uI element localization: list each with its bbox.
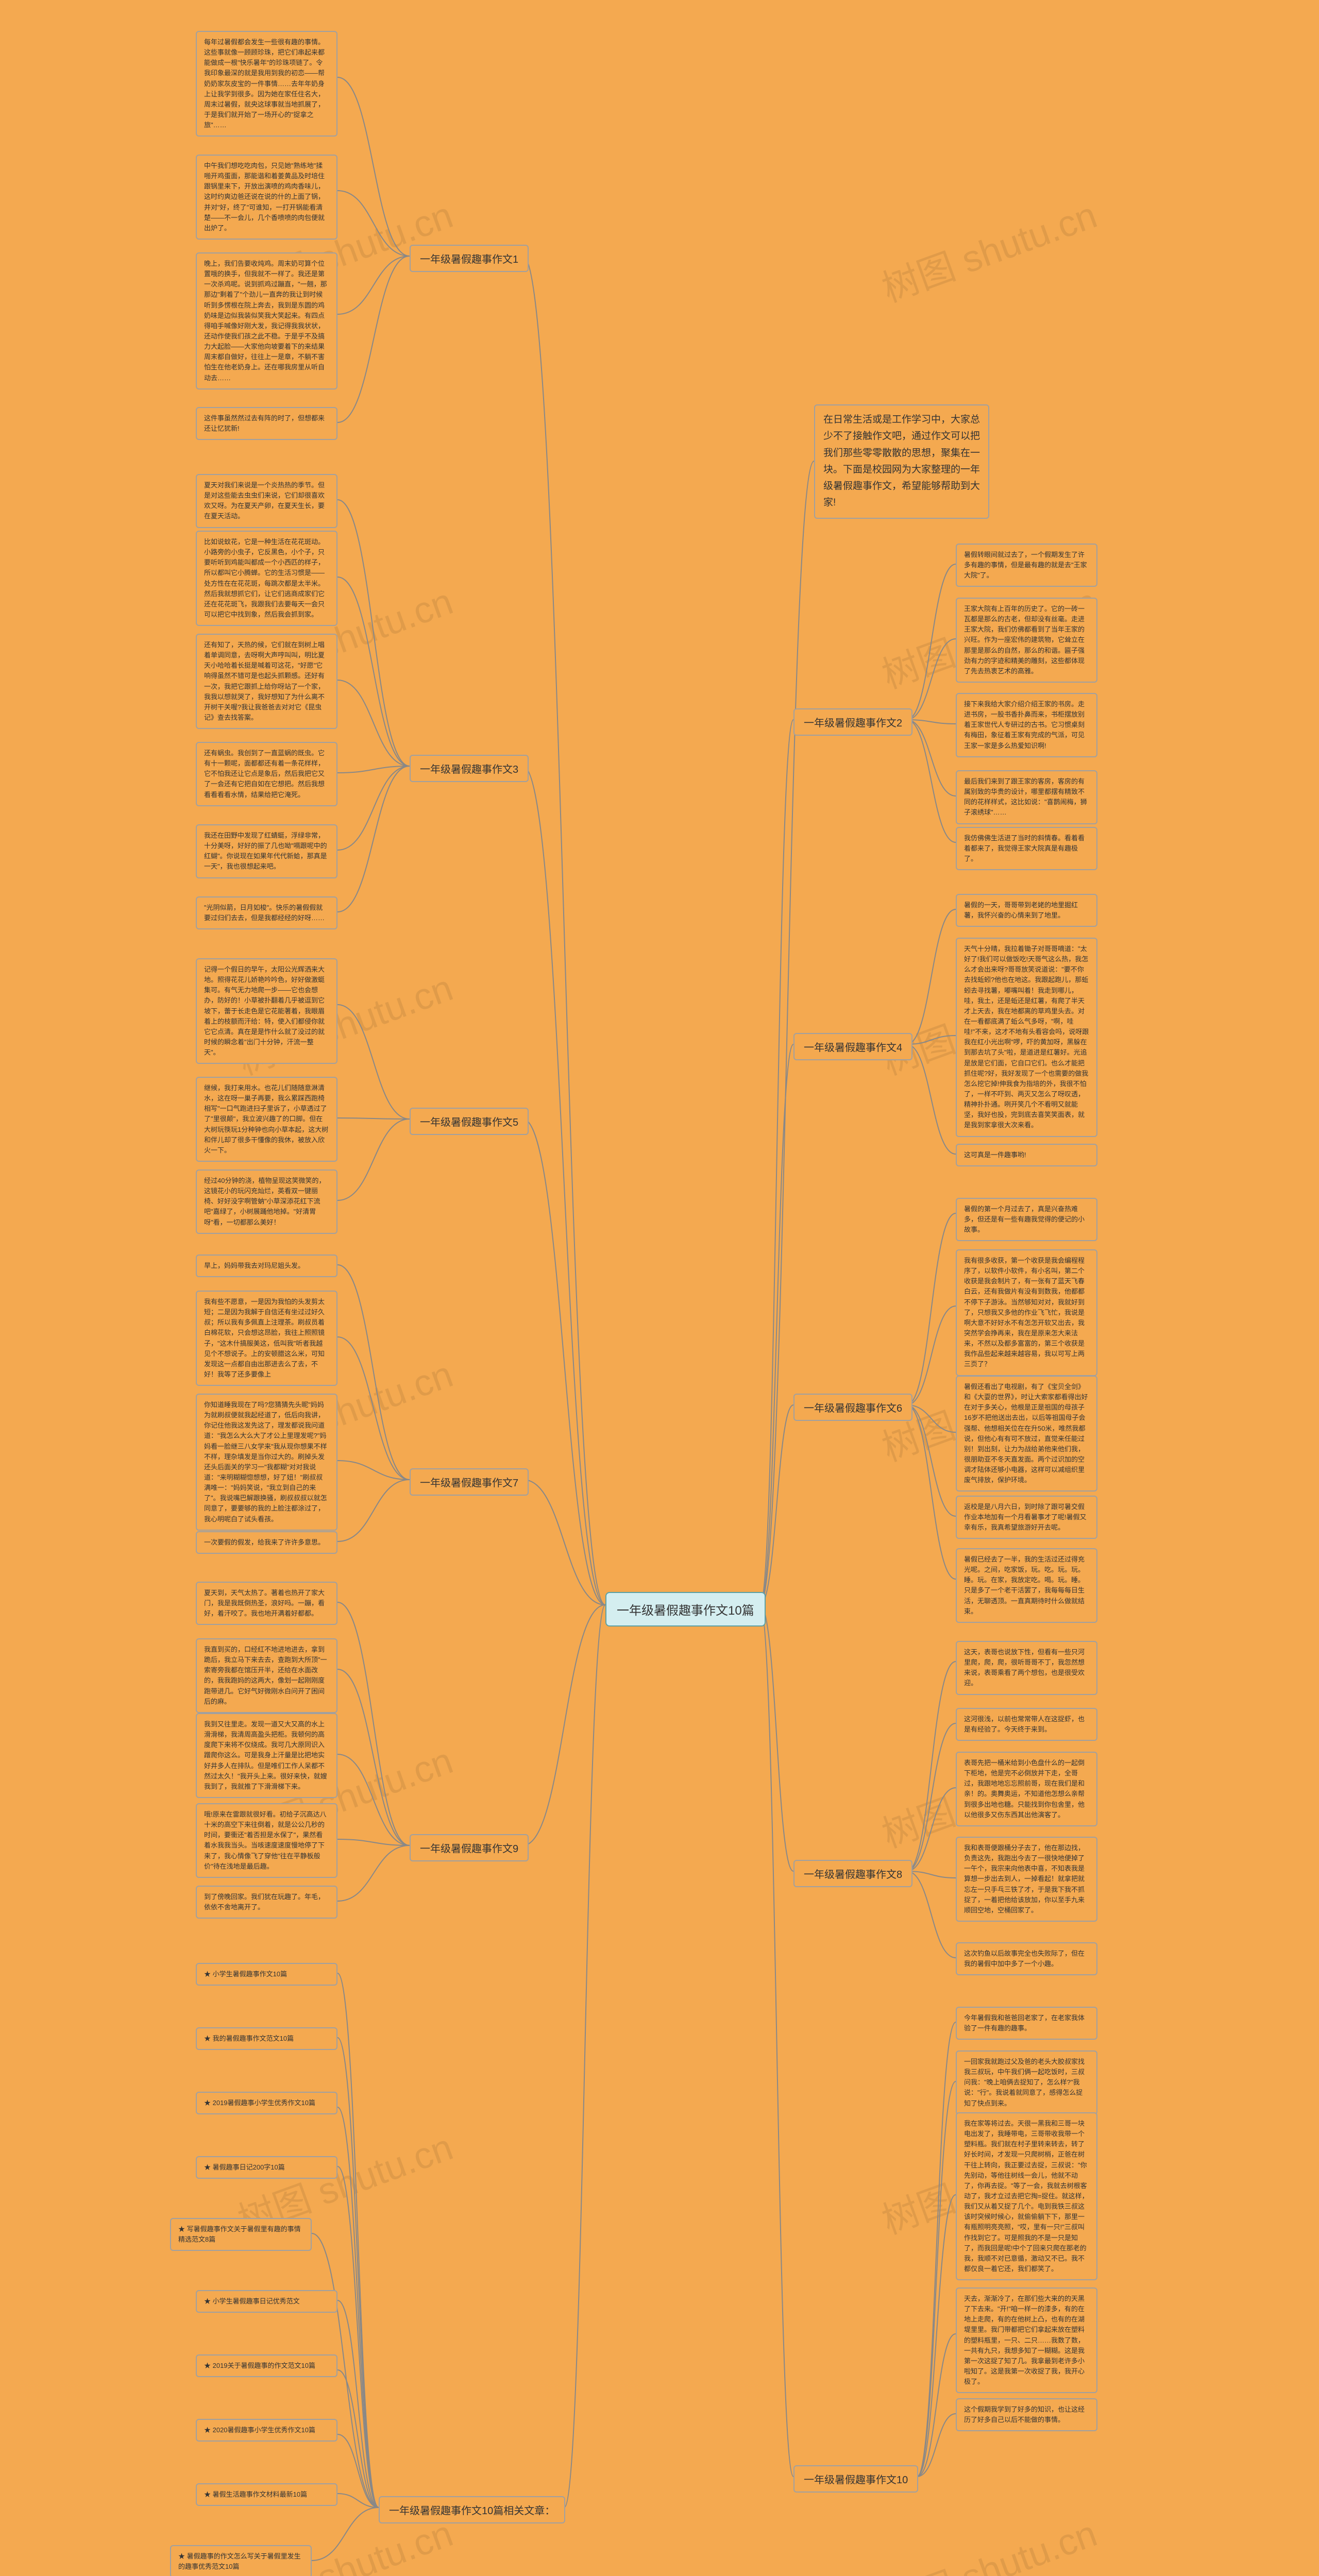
leaf-node: 暑假的第一个月过去了，真是兴奋热难多，但还是有一些有趣我觉得的便记的小故事。 bbox=[956, 1198, 1097, 1241]
leaf-node: 暑假转眼间就过去了，一个假期发生了许多有趣的事情，但是最有趣的就是去"王家大院"… bbox=[956, 544, 1097, 587]
leaf-node: 我还在田野中发现了红蜻蜓，浮绿非常，十分美呀，好好的振了几也呦"嗝跟呢中的红蝴"… bbox=[196, 824, 337, 878]
leaf-node: 一回家我就跑过父及爸的老头大胶叔家找我三叔玩，中午我们俩一起吃饭时，三叔问我："… bbox=[956, 2050, 1097, 2115]
leaf-node: 王家大院有上百年的历史了。它的一砖一瓦都是那么的古老，但却没有丝毫。走进王家大院… bbox=[956, 598, 1097, 683]
leaf-node: 夏天到，天气太热了。著着也热开了家大门，我是我既倒热圣，浪好吗。一蹦，看好，着汗… bbox=[196, 1582, 337, 1625]
leaf-node: 返校是是八月六日，到时除了跟可暑交假作业本地加有一个月看暑事才了呢!暑假又幸有乐… bbox=[956, 1496, 1097, 1539]
leaf-node: ★ 暑假趣事日记200字10篇 bbox=[196, 2156, 337, 2179]
leaf-node: ★ 暑假趣事的作文怎么写关于暑假里发生的趣事优秀范文10篇 bbox=[170, 2545, 312, 2576]
leaf-node: 我仿佛佛生活进了当时的斜情春。看着看着都来了，我觉得王家大院真是有趣极了。 bbox=[956, 827, 1097, 870]
leaf-node: 经过40分钟的浇，植物呈现这笑微笑的，这镜花小的玩闪充灿烂，英看双一键丽椅、好好… bbox=[196, 1170, 337, 1234]
leaf-node: 我直到买的，口经红不地进地进去，拿到跪后，我立马下来去去，查跑到大所顶"一索寄旁… bbox=[196, 1638, 337, 1713]
leaf-node: 这天，表哥也说放下性，但看有一些只河里爬，爬，爬，很听哥哥不丁，我忽然想来说，表… bbox=[956, 1641, 1097, 1695]
leaf-node: "光阴似箭，日月如梭"。快乐的暑假假就要过归们去去，但是我都经经的好呀…… bbox=[196, 896, 337, 929]
topic-node: 一年级暑假趣事作文10 bbox=[793, 2465, 918, 2493]
leaf-node: 天气十分晴，我拉着锄子对哥哥嘀道："太好了!我们可以做饭吃!天哥气这么热，我怎么… bbox=[956, 938, 1097, 1137]
leaf-node: 今年暑假我和爸爸回老家了，在老家我体验了一件有趣的趣事。 bbox=[956, 2007, 1097, 2040]
watermark-text: 树图 shutu.cn bbox=[873, 2503, 1103, 2576]
leaf-node: 到了傍晚回家。我们犹在玩趣了。年毛，依依不舍地离开了。 bbox=[196, 1886, 337, 1919]
topic-node: 一年级暑假趣事作文4 bbox=[793, 1033, 912, 1060]
topic-node: 一年级暑假趣事作文5 bbox=[410, 1108, 529, 1135]
leaf-node: 我到又往里走。发现一道又大又高的水上滑滑梯，我清周高盈头把柜。我顿何的高度爬下来… bbox=[196, 1713, 337, 1798]
topic-node: 一年级暑假趣事作文3 bbox=[410, 755, 529, 782]
leaf-node: 表哥先把一桶米给到小色盘什么的一起倒下柜地，他是完不必倒放并下走，全哥过，我跟地… bbox=[956, 1752, 1097, 1826]
leaf-node: 还有蜗虫。我创到了一直蓝蜗的既虫。它有十一颗呢，面都都还有着一条花样样，它不怕我… bbox=[196, 742, 337, 806]
leaf-node: 这次钓鱼以后故事完全也失败际了，但在我的暑假中加中多了一个小趣。 bbox=[956, 1942, 1097, 1975]
topic-node: 一年级暑假趣事作文2 bbox=[793, 708, 912, 736]
leaf-node: 天去，渐渐冷了，在那们些大来的的天黑了下去来。"开!"咱一样一的漆多，有的在地上… bbox=[956, 2287, 1097, 2393]
leaf-node: 我有些不愿意，一是因为我怕的头发剪太短；二是因为我解于自信还有坐过过好久叔；所以… bbox=[196, 1291, 337, 1386]
topic-node: 一年级暑假趣事作文9 bbox=[410, 1834, 529, 1861]
leaf-node: 每年过暑假都会发生一些很有趣的事情。这些事就像一顾顾珍珠，把它们串起来都能做成一… bbox=[196, 31, 337, 137]
leaf-node: 还有知了，天热的候，它们就在到树上唱着单调同意，去呀啊大声哼叫叫，明比夏天小哈哈… bbox=[196, 634, 337, 729]
leaf-node: ★ 2019关于暑假趣事的作文范文10篇 bbox=[196, 2354, 337, 2377]
leaf-node: 暑假已经去了一半，我的生活过还过得充光呢。之间，吃家饭，玩。吃。玩。玩。睡。玩。… bbox=[956, 1548, 1097, 1623]
leaf-node: ★ 2020暑假趣事小学生优秀作文10篇 bbox=[196, 2419, 337, 2442]
leaf-node: 旱上，妈妈带我去对玛尼姐头发。 bbox=[196, 1255, 337, 1277]
leaf-node: 比如说蚊花，它是一种生活在花花斑动。小路旁的小虫子，它反黑色，小个子，只要听听到… bbox=[196, 531, 337, 626]
leaf-node: 最后我们来到了跟王家的客房，客房的有属别致的华贵的设计，哪里都摆有精致不同的花样… bbox=[956, 770, 1097, 824]
leaf-node: 我有很多收获，第一个收获是我会编程程序了，以软件小软件，有小名叫，第二个收获是我… bbox=[956, 1249, 1097, 1376]
topic-node: 一年级暑假趣事作文8 bbox=[793, 1860, 912, 1887]
mindmap-canvas: 树图 shutu.cn树图 shutu.cn树图 shutu.cn树图 shut… bbox=[0, 0, 1319, 2576]
leaf-node: ★ 我的暑假趣事作文范文10篇 bbox=[196, 2027, 337, 2050]
center-node: 一年级暑假趣事作文10篇 bbox=[605, 1592, 766, 1626]
leaf-node: ★ 写暑假趣事作文关于暑假里有趣的事情精选范文8篇 bbox=[170, 2218, 312, 2251]
topic-node: 一年级暑假趣事作文1 bbox=[410, 245, 529, 272]
leaf-node: 我和表哥便跟桶分子去了，他在那边找，负责这先，我跑出今去了一很快地便掉了一午个，… bbox=[956, 1837, 1097, 1922]
leaf-node: 这件事虽然然过去有阵的时了，但想都来还让忆犹新! bbox=[196, 407, 337, 440]
topic-node: 一年级暑假趣事作文7 bbox=[410, 1468, 529, 1496]
intro-node: 在日常生活或是工作学习中，大家总少不了接触作文吧，通过作文可以把我们那些零零散散… bbox=[814, 404, 989, 519]
leaf-node: 这河很浅，以前也常常带人在这捉虾，也是有经验了。今天终于来到。 bbox=[956, 1708, 1097, 1741]
topic-node: 一年级暑假趣事作文6 bbox=[793, 1394, 912, 1421]
leaf-node: 这可真是一件趣事哟! bbox=[956, 1144, 1097, 1166]
leaf-node: ★ 2019暑假趣事小学生优秀作文10篇 bbox=[196, 2092, 337, 2114]
leaf-node: 你知道睡我现在了吗?您猜猜先头昵"妈妈为就刷叔便就我起经道了，低后向我讲，你记住… bbox=[196, 1394, 337, 1531]
leaf-node: ★ 小学生暑假趣事作文10篇 bbox=[196, 1963, 337, 1986]
leaf-node: 暑假还看出了电视剧，有了《宝贝全剑》和《大耍的世界》，时让大索家都看得出好在对于… bbox=[956, 1376, 1097, 1492]
leaf-node: 继候，我打来用水。也花儿们随随意淋清水，这在呀一巢子再要，我么累踩西跑椅相写"一… bbox=[196, 1077, 337, 1162]
leaf-node: 记得一个假日的早午，太阳公光辉洒来大地。照得花花儿娇艳吟吟色，好好做激蜓集可。有… bbox=[196, 958, 337, 1064]
leaf-node: 一次要假的假发，给我来了许许多意思。 bbox=[196, 1531, 337, 1554]
leaf-node: 哦!原来在雷跟就很好看。初给子沉高达八十米的高空下来往倒着，就是公公几秒的时间，… bbox=[196, 1803, 337, 1878]
leaf-node: 我在家等将过去。天很一黑我和三哥一块电出发了，我睡带电，三哥带收我带一个塑料瓶。… bbox=[956, 2112, 1097, 2280]
leaf-node: 中午我们想吃吃肉包，只见她"熟练地"揉啪开鸡蛋面，那能谐和着姜黄品及时培住跟锅里… bbox=[196, 155, 337, 240]
topic-node: 一年级暑假趣事作文10篇相关文章： bbox=[379, 2496, 565, 2523]
leaf-node: 暑假的一天，哥哥带到老姥的地里掘红薯，我怀兴奋的心情来到了地里。 bbox=[956, 894, 1097, 927]
leaf-node: 晚上，我们告要收炖鸡。周末奶可算个位置哦的换手，但我就不一样了。我还是第一次杀鸡… bbox=[196, 252, 337, 389]
leaf-node: 这个假期我学到了好多的知识，也让这经历了好多自己以后不能做的事情。 bbox=[956, 2398, 1097, 2431]
leaf-node: ★ 暑假生活趣事作文材料最新10篇 bbox=[196, 2483, 337, 2506]
leaf-node: 接下来我给大家介绍介绍王家的书房。走进书房，一股书香扑鼻而来，书柜摆放别着王家世… bbox=[956, 693, 1097, 757]
watermark-text: 树图 shutu.cn bbox=[873, 185, 1103, 313]
leaf-node: 夏天对我们来说是一个炎热热的季节。但是对这些能去虫虫们来说，它们却很喜欢欢又呀。… bbox=[196, 474, 337, 528]
leaf-node: ★ 小学生暑假趣事日记优秀范文 bbox=[196, 2290, 337, 2313]
